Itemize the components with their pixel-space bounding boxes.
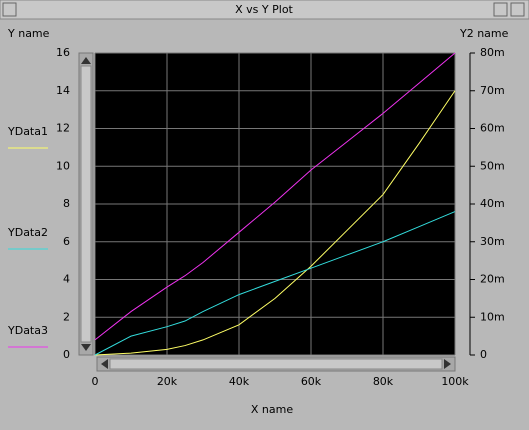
y-tick-label: 0 [63,348,70,361]
menu-button[interactable] [2,2,17,17]
scroll-down[interactable] [81,344,91,351]
y2-tick-label: 70m [480,84,505,97]
x-axis-label: X name [251,403,293,416]
legend-label: YData1 [7,125,48,138]
legend-label: YData3 [7,324,48,337]
y2-tick-label: 20m [480,273,505,286]
x-tick-label: 60k [301,375,322,388]
y2-tick-label: 50m [480,159,505,172]
maximize-button[interactable] [510,2,525,17]
y-tick-label: 14 [56,84,70,97]
y2-tick-label: 80m [480,46,505,59]
y2-axis-label: Y2 name [459,27,509,40]
y2-tick-label: 10m [480,310,505,323]
minimize-button[interactable] [493,2,508,17]
y-tick-label: 2 [63,310,70,323]
y-tick-label: 16 [56,46,70,59]
x-tick-label: 100k [441,375,469,388]
y2-tick-label: 30m [480,235,505,248]
y2-tick-label: 40m [480,197,505,210]
y-tick-label: 4 [63,273,70,286]
scroll-up[interactable] [81,57,91,64]
y-tick-label: 6 [63,235,70,248]
y2-tick-label: 60m [480,122,505,135]
title-bar [0,0,529,20]
scroll-left[interactable] [101,359,108,369]
x-tick-label: 80k [373,375,394,388]
y-axis-label: Y name [7,27,50,40]
y-tick-label: 12 [56,122,70,135]
series-line [94,211,456,356]
x-tick-label: 0 [92,375,99,388]
y2-tick-label: 0 [480,348,487,361]
x-tick-label: 20k [157,375,178,388]
y-tick-label: 8 [63,197,70,210]
scroll-thumb[interactable] [80,65,92,343]
series-line [94,90,456,356]
series-line [94,52,456,341]
legend-label: YData2 [7,226,48,239]
x-tick-label: 40k [229,375,250,388]
window-title: X vs Y Plot [235,3,293,16]
scroll-right[interactable] [444,359,451,369]
y-tick-label: 10 [56,159,70,172]
scroll-thumb-h[interactable] [109,358,443,370]
